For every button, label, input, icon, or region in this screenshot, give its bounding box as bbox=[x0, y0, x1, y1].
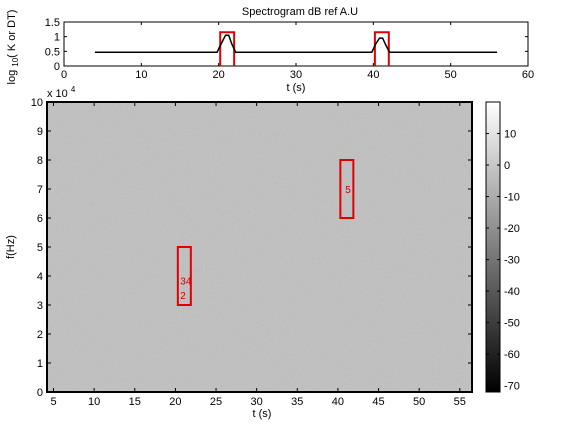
top-x-ticks: 0 10 20 30 40 50 60 bbox=[61, 22, 534, 81]
spectrogram-y-tick-label: 9 bbox=[37, 126, 43, 138]
spectrogram-x-tick-label: 20 bbox=[169, 396, 181, 408]
colorbar-tick-label: 0 bbox=[504, 160, 510, 172]
spectrogram-x-tick-label: 30 bbox=[251, 396, 263, 408]
top-y-ticks: 0 0.5 1 1.5 bbox=[45, 17, 528, 73]
spectrogram-x-tick-label: 35 bbox=[291, 396, 303, 408]
top-plot-frame bbox=[63, 21, 529, 67]
spectrogram-x-tick-label: 45 bbox=[372, 396, 384, 408]
top-series bbox=[94, 34, 498, 53]
spectrogram-y-tick-label: 6 bbox=[37, 213, 43, 225]
spectrogram-x-tick-label: 5 bbox=[50, 396, 56, 408]
top-x-tick-label: 20 bbox=[213, 69, 225, 81]
colorbar-tick-label: -20 bbox=[504, 223, 520, 235]
colorbar-ticks: 10 0 -10 -20 -30 -40 -50 -60 -70 bbox=[486, 129, 520, 393]
colorbar-tick-label: -40 bbox=[504, 286, 520, 298]
spectrogram-x-tick-label: 50 bbox=[413, 396, 425, 408]
detection-box bbox=[176, 246, 192, 306]
spectrogram-y-tick-label: 10 bbox=[31, 97, 43, 109]
top-x-tick-label: 10 bbox=[135, 69, 147, 81]
top-plot-area: 0 10 20 30 40 50 60 00.511.5 bbox=[45, 17, 534, 81]
spectrogram-x-tick-label: 55 bbox=[454, 396, 466, 408]
y-multiplier-base: x 10 bbox=[47, 88, 68, 100]
top-series-line bbox=[94, 34, 498, 53]
top-x-axis-title: t (s) bbox=[287, 82, 306, 94]
spectrogram-y-tick-label: 1 bbox=[37, 358, 43, 370]
colorbar-tick-label: -60 bbox=[504, 349, 520, 361]
top-y-tick-label: 1 bbox=[54, 32, 60, 44]
colorbar-tick-label: -30 bbox=[504, 255, 520, 267]
spectrogram-noise bbox=[47, 102, 472, 392]
y-multiplier: x 10 4 bbox=[47, 85, 76, 100]
spectrogram-y-tick-label: 2 bbox=[37, 329, 43, 341]
spectrogram-y-tick-label: 8 bbox=[37, 155, 43, 167]
colorbar: 10 0 -10 -20 -30 -40 -50 -60 -70 bbox=[485, 101, 520, 393]
top-y-axis-title: log 10( K or DT) bbox=[6, 10, 20, 85]
colorbar-gradient bbox=[485, 101, 501, 393]
spectrogram-x-tick-label: 10 bbox=[88, 396, 100, 408]
spectrogram-x-axis-title: t (s) bbox=[253, 408, 272, 420]
top-y-tick-label: 1.5 bbox=[45, 17, 60, 29]
top-x-tick-label: 30 bbox=[290, 69, 302, 81]
spectrogram-y-axis-title: f(Hz) bbox=[5, 235, 17, 259]
detection-box bbox=[339, 159, 355, 219]
spectrogram-x-tick-label: 40 bbox=[332, 396, 344, 408]
detection-boxes: 34 2 5 bbox=[176, 159, 355, 306]
spectrogram-y-tick-label: 0 bbox=[37, 387, 43, 399]
spectrogram-x-ticks: 5 10 15 20 25 30 35 40 45 50 55 bbox=[50, 102, 466, 408]
spectrogram-y-tick-label: 4 bbox=[37, 271, 43, 283]
top-x-tick-label: 0 bbox=[61, 69, 67, 81]
top-y-tick-label: 0 bbox=[54, 61, 60, 73]
detection-label: 5 bbox=[345, 185, 351, 196]
top-x-tick-label: 60 bbox=[522, 69, 534, 81]
spectrogram-y-tick-label: 7 bbox=[37, 184, 43, 196]
spectrogram-y-tick-label: 3 bbox=[37, 300, 43, 312]
spectrogram-y-tick-label: 5 bbox=[37, 242, 43, 254]
top-y-axis-title-text: log bbox=[6, 70, 18, 85]
colorbar-tick-label: -50 bbox=[504, 318, 520, 330]
colorbar-tick-label: -10 bbox=[504, 192, 520, 204]
spectrogram-x-tick-label: 25 bbox=[210, 396, 222, 408]
detection-label: 34 bbox=[180, 276, 192, 287]
top-x-tick-label: 40 bbox=[367, 69, 379, 81]
top-y-tick-label: 0.5 bbox=[45, 46, 60, 58]
colorbar-tick-label: 10 bbox=[504, 129, 516, 141]
detection-label: 2 bbox=[180, 291, 186, 302]
colorbar-tick-label: -70 bbox=[504, 381, 520, 393]
top-y-axis-title-rest: ( K or DT) bbox=[6, 10, 18, 58]
top-y-axis-title-subscript: 10 bbox=[11, 57, 20, 66]
top-chart-title: Spectrogram dB ref A.U bbox=[242, 6, 358, 18]
y-multiplier-exponent: 4 bbox=[71, 85, 76, 94]
top-x-tick-label: 50 bbox=[445, 69, 457, 81]
spectrogram-x-tick-label: 15 bbox=[129, 396, 141, 408]
